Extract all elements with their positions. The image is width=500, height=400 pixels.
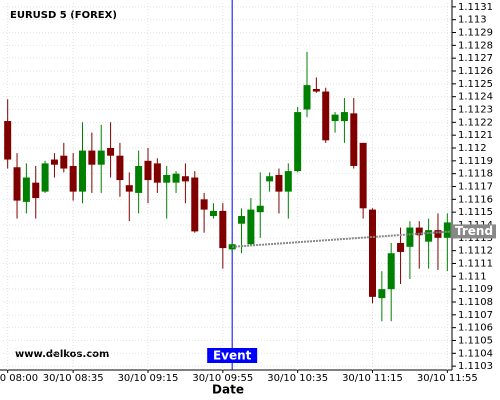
y-tick-label: 1.1106 [458,323,493,334]
y-tick-label: 1.1131 [458,2,493,13]
chart-title: EURUSD 5 (FOREX) [10,10,117,21]
candle-body [32,182,40,199]
y-tick-label: 1.1111 [458,258,493,269]
candle-body [60,155,68,169]
candle-body [107,148,115,156]
x-tick-label: 30/10 09:55 [192,373,253,384]
candle-body [331,114,339,122]
watermark: www.delkos.com [15,349,109,360]
candle-body [22,177,30,202]
candle-body [406,227,414,247]
candle-body [256,205,264,213]
y-tick-label: 1.1124 [458,92,493,103]
y-tick-label: 1.1125 [458,79,493,90]
candle-body [350,113,358,166]
y-tick-label: 1.1116 [458,194,493,205]
candle-body [359,142,367,209]
candle-body [378,289,386,299]
candle-body [322,91,330,141]
y-tick-label: 1.1123 [458,105,493,116]
candle-body [69,165,77,192]
y-tick-label: 1.1112 [458,246,493,257]
x-tick-label: 30/10 11:15 [342,373,403,384]
y-tick-label: 1.1104 [458,348,493,359]
trend-label: Trend [455,224,493,238]
candle-body [209,210,217,217]
candle-body [13,167,21,201]
candle-body [275,174,283,192]
candle-body [172,173,180,183]
y-tick-label: 1.1107 [458,310,493,321]
candle-body [415,227,423,236]
candle-body [153,163,161,183]
trend-line [232,230,453,248]
x-tick-label: 30/10 09:15 [118,373,179,384]
candle-body [434,230,442,238]
y-tick-label: 1.1105 [458,335,493,346]
y-tick-label: 1.112 [458,143,487,154]
event-label-box [207,348,258,363]
candle-body [425,230,433,242]
candle-body [79,150,87,192]
y-tick-label: 1.1122 [458,117,493,128]
y-tick-label: 1.1126 [458,66,493,77]
candle-body [144,160,152,181]
y-tick-label: 1.1129 [458,28,493,39]
candle-body [266,176,274,182]
y-tick-label: 1.1121 [458,130,493,141]
candle-body [247,209,255,245]
candle-body [181,176,189,182]
candle-body [368,209,376,297]
candle-body [41,163,49,192]
candle-body [200,199,208,210]
y-tick-label: 1.113 [458,15,487,26]
y-tick-label: 1.111 [458,271,487,282]
y-tick-label: 1.1103 [458,361,493,372]
y-tick-label: 1.1118 [458,169,493,180]
x-tick-label: 30/10 10:35 [267,373,328,384]
x-tick-label: 30/10 11:55 [417,373,478,384]
candle-body [340,112,348,122]
candle-body [135,165,143,193]
candle-body [397,242,405,252]
y-tick-label: 1.1127 [458,53,493,64]
y-tick-label: 1.1115 [458,207,493,218]
candle-body [219,210,227,249]
y-tick-label: 1.1109 [458,284,493,295]
candle-body [97,150,105,165]
candle-body [50,159,58,165]
event-label: Event [213,349,252,363]
candle-body [284,171,292,192]
x-tick-label: 30/10 08:00 [0,373,38,384]
y-tick-label: 1.1108 [458,297,493,308]
candle-body [312,88,320,92]
candle-body [294,112,302,172]
candle-body [443,222,451,238]
candle-body [4,121,12,160]
candle-body [88,150,96,165]
candle-body [163,174,171,183]
candle-body [387,253,395,290]
candle-body [303,85,311,110]
y-tick-label: 1.1128 [458,40,493,51]
x-axis-title: Date [212,383,244,397]
candle-body [125,185,133,192]
candle-body [238,216,246,224]
x-tick-label: 30/10 08:35 [43,373,104,384]
candle-body [116,155,124,181]
y-tick-label: 1.1117 [458,182,493,193]
candle-body [191,177,199,232]
y-tick-label: 1.1119 [458,156,493,167]
trend-label-box [452,224,496,239]
